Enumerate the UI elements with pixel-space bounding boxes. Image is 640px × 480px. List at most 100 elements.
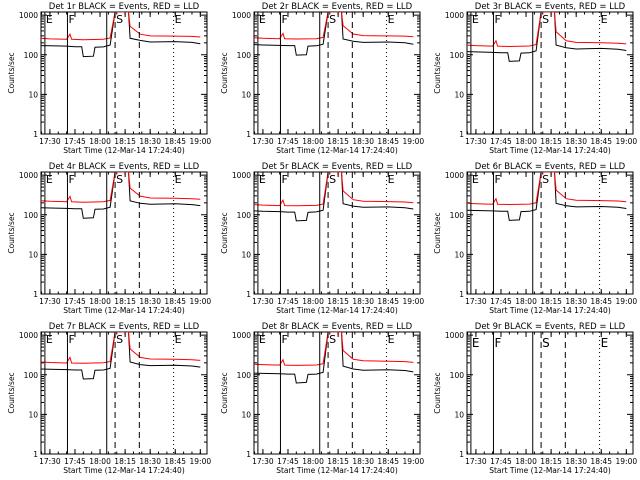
x-tick-label: 19:00 [403,137,425,146]
x-tick-label: 18:45 [164,137,186,146]
x-tick-label: 18:30 [139,297,161,306]
annotation-label: E [259,13,266,26]
subplot-6: Det 6r BLACK = Events, RED = LLD 1 10 100 10… [433,162,637,315]
x-tick-label: 18:15 [327,137,349,146]
x-tick-label: 17:45 [64,457,86,466]
y-axis-label: Counts/sec [7,212,16,253]
x-tick-label: 17:30 [252,137,274,146]
y-tick-label: 1 [33,130,38,139]
annotation-label: S [542,13,549,26]
y-axis-label: Counts/sec [7,52,16,93]
x-tick-label: 17:45 [490,297,512,306]
subplot-8: Det 8r BLACK = Events, RED = LLD 1 10 100 10… [220,322,424,475]
x-tick-label: 18:45 [377,457,399,466]
x-axis-label: Start Time (12-Mar-14 17:24:40) [489,466,611,475]
annotation-label: F [494,13,500,26]
y-tick-label: 1000 [19,11,38,20]
annotation-label: E [472,173,479,186]
plot-frame [253,171,421,295]
y-axis-label: Counts/sec [433,212,442,253]
x-tick-label: 19:00 [190,297,212,306]
y-tick-label: 10 [454,90,464,99]
y-tick-label: 100 [450,51,465,60]
y-tick-label: 100 [237,371,252,380]
x-tick-label: 18:00 [89,297,111,306]
annotation-label: E [259,173,266,186]
x-tick-label: 18:30 [565,297,587,306]
lld-series-line [254,172,414,207]
annotation-label: F [494,173,500,186]
annotation-label: E [46,13,53,26]
x-tick-label: 18:00 [89,137,111,146]
annotation-label: F [281,333,287,346]
annotation-label: E [601,336,609,350]
y-tick-label: 100 [450,371,465,380]
annotation-label: E [175,13,182,26]
annotation-label: E [601,13,608,26]
x-tick-label: 17:45 [64,297,86,306]
plot-frame [40,171,208,295]
x-tick-label: 17:30 [252,297,274,306]
lld-series-line [467,12,627,48]
x-tick-label: 18:00 [302,297,324,306]
y-axis-label: Counts/sec [220,52,229,93]
annotation-label: E [472,13,479,26]
x-tick-label: 18:00 [302,137,324,146]
x-tick-label: 18:00 [515,457,537,466]
y-tick-label: 1000 [19,331,38,340]
plot-frame [40,331,208,455]
y-tick-label: 1 [246,290,251,299]
subplot-title: Det 1r BLACK = Events, RED = LLD [49,2,200,12]
y-tick-label: 10 [454,410,464,419]
y-tick-label: 1000 [232,331,251,340]
x-axis-label: Start Time (12-Mar-14 17:24:40) [276,306,398,315]
x-axis-label: Start Time (12-Mar-14 17:24:40) [276,146,398,155]
x-tick-label: 18:45 [164,457,186,466]
annotation-label: E [472,336,480,350]
x-tick-label: 18:45 [377,297,399,306]
x-tick-label: 19:00 [190,457,212,466]
subplot-title: Det 6r BLACK = Events, RED = LLD [475,162,626,172]
x-tick-label: 17:45 [490,137,512,146]
subplot-title: Det 8r BLACK = Events, RED = LLD [262,322,413,332]
subplot-5: Det 5r BLACK = Events, RED = LLD 1 10 100 10… [220,162,424,315]
subplot-title: Det 7r BLACK = Events, RED = LLD [49,322,200,332]
annotation-label: S [329,13,336,26]
x-tick-label: 18:15 [327,457,349,466]
x-axis-label: Start Time (12-Mar-14 17:24:40) [63,466,185,475]
y-tick-label: 1000 [445,11,464,20]
x-tick-label: 17:30 [39,297,61,306]
annotation-label: E [388,333,395,346]
plot-frame [466,331,634,455]
y-tick-label: 1000 [232,11,251,20]
y-axis-label: Counts/sec [220,372,229,413]
y-tick-label: 1 [33,290,38,299]
y-tick-label: 10 [241,250,251,259]
x-tick-label: 17:45 [277,137,299,146]
x-axis-label: Start Time (12-Mar-14 17:24:40) [489,146,611,155]
y-tick-label: 1000 [19,171,38,180]
y-tick-label: 100 [24,51,39,60]
subplot-4: Det 4r BLACK = Events, RED = LLD 1 10 100 10… [7,162,211,315]
x-tick-label: 18:00 [89,457,111,466]
y-tick-label: 10 [241,410,251,419]
plot-frame [466,11,634,135]
x-tick-label: 18:45 [590,457,612,466]
y-tick-label: 100 [24,211,39,220]
annotation-label: S [542,173,549,186]
annotation-label: S [542,336,550,350]
annotation-label: E [46,173,53,186]
x-tick-label: 17:30 [465,297,487,306]
x-tick-label: 18:30 [565,457,587,466]
plot-frame [253,331,421,455]
lld-series-line [41,12,201,41]
x-tick-label: 19:00 [616,137,638,146]
x-tick-label: 19:00 [616,457,638,466]
y-tick-label: 10 [28,250,38,259]
x-tick-label: 18:15 [327,297,349,306]
annotation-label: S [329,333,336,346]
x-axis-label: Start Time (12-Mar-14 17:24:40) [63,146,185,155]
x-tick-label: 18:30 [139,457,161,466]
y-tick-label: 1 [33,450,38,459]
